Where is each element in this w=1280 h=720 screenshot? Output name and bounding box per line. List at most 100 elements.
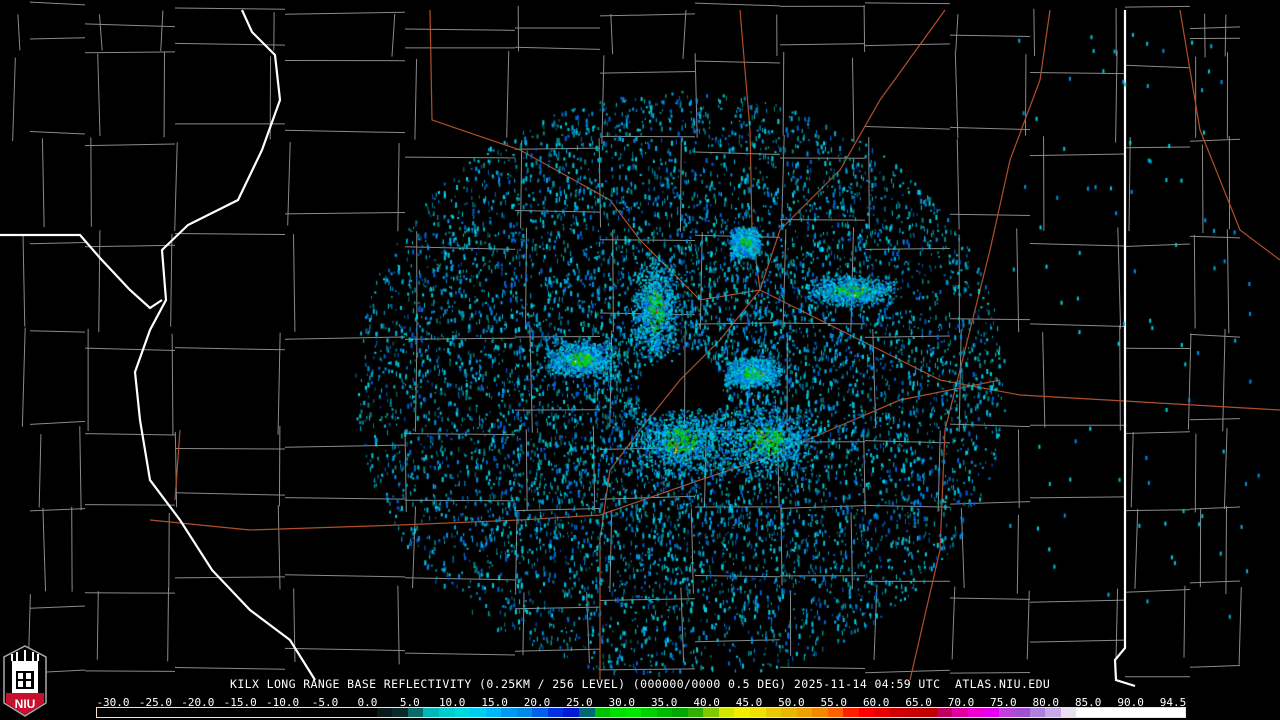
colorbar-swatch [641, 708, 657, 717]
colorbar-tick-label: -30.0 [96, 696, 130, 709]
colorbar-swatch [236, 708, 253, 717]
colorbar-swatch [439, 708, 455, 717]
colorbar-tick-label: 0.0 [357, 696, 378, 709]
colorbar-tick-label: 80.0 [1032, 696, 1060, 709]
colorbar-tick-label: 40.0 [693, 696, 720, 709]
colorbar-swatch [1014, 708, 1030, 717]
colorbar-swatch [268, 708, 284, 717]
colorbar-swatch [283, 708, 300, 717]
colorbar-swatch [454, 708, 471, 717]
colorbar-swatch [749, 708, 766, 717]
colorbar-tick-label: 65.0 [905, 696, 932, 709]
colorbar-tick-label: 15.0 [481, 696, 508, 709]
colorbar-tick-label: 85.0 [1074, 696, 1102, 709]
colorbar-swatch [1029, 708, 1046, 717]
colorbar-swatch [1169, 708, 1186, 717]
colorbar-tick-label: -15.0 [223, 696, 257, 709]
colorbar-swatch [128, 708, 144, 717]
colorbar-swatch [843, 708, 859, 717]
colorbar-swatch [376, 708, 393, 717]
colorbar-swatch [1154, 708, 1170, 717]
niu-logo: NIU [3, 645, 47, 717]
colorbar-swatch [174, 708, 191, 717]
colorbar-tick-label: 55.0 [820, 696, 848, 709]
colorbar-swatch [625, 708, 642, 717]
colorbar-swatch [1138, 708, 1155, 717]
colorbar-swatch [874, 708, 890, 717]
colorbar-tick-label: -25.0 [138, 696, 172, 709]
colorbar-swatch [703, 708, 719, 717]
colorbar-swatch [112, 708, 129, 717]
colorbar-swatch [532, 708, 548, 717]
colorbar-tick-label: 50.0 [778, 696, 805, 709]
colorbar-swatch [796, 708, 813, 717]
colorbar-swatch [1076, 708, 1092, 717]
reflectivity-colorbar [96, 707, 1186, 718]
colorbar-swatch [190, 708, 206, 717]
colorbar-swatch [1060, 708, 1077, 717]
colorbar-swatch [407, 708, 424, 717]
colorbar-swatch [734, 708, 750, 717]
colorbar-swatch [159, 708, 175, 717]
colorbar-swatch [889, 708, 906, 717]
colorbar-swatch [485, 708, 502, 717]
colorbar-tick-label: 90.0 [1117, 696, 1144, 709]
colorbar-swatch [812, 708, 828, 717]
colorbar-swatch [983, 708, 999, 717]
colorbar-swatch [361, 708, 377, 717]
colorbar-swatch [1045, 708, 1061, 717]
colorbar-tick-label: 60.0 [862, 696, 890, 709]
colorbar-tick-label: 35.0 [650, 696, 678, 709]
colorbar-swatch [920, 708, 937, 717]
colorbar-swatch [501, 708, 517, 717]
colorbar-tick-label: 25.0 [566, 696, 593, 709]
colorbar-tick-label: 94.5 [1159, 696, 1187, 709]
colorbar-swatch [610, 708, 626, 717]
colorbar-swatch [858, 708, 875, 717]
colorbar-swatch [656, 708, 673, 717]
colorbar-tick-label: -10.0 [266, 696, 300, 709]
colorbar-labels: -30.0 -25.0 -20.0 -15.0 -10.0 -5.0 0.0 5.0 10.0 1… [0, 696, 1280, 709]
colorbar-swatch [314, 708, 331, 717]
colorbar-swatch [718, 708, 735, 717]
colorbar-tick-label: -20.0 [181, 696, 215, 709]
colorbar-swatch [547, 708, 564, 717]
product-caption: KILX LONG RANGE BASE REFLECTIVITY (0.25K… [230, 677, 1051, 691]
colorbar-swatch [221, 708, 237, 717]
colorbar-swatch [252, 708, 269, 717]
colorbar-swatch [765, 708, 782, 717]
colorbar-tick-label: 45.0 [735, 696, 763, 709]
colorbar-swatch [578, 708, 595, 717]
colorbar-tick-label: 20.0 [523, 696, 551, 709]
colorbar-swatch [470, 708, 486, 717]
colorbar-swatch [1092, 708, 1108, 717]
colorbar-swatch [330, 708, 346, 717]
colorbar-swatch [952, 708, 968, 717]
colorbar-tick-label: 75.0 [990, 696, 1017, 709]
colorbar-swatch [594, 708, 611, 717]
colorbar-swatch [299, 708, 315, 717]
colorbar-swatch [423, 708, 440, 717]
colorbar-tick-label: 70.0 [947, 696, 975, 709]
colorbar-swatch [672, 708, 688, 717]
colorbar-swatch [827, 708, 844, 717]
colorbar-swatch [1107, 708, 1124, 717]
colorbar-swatch [205, 708, 222, 717]
colorbar-swatch [97, 708, 113, 717]
colorbar-tick-label: 30.0 [608, 696, 636, 709]
colorbar-swatch [998, 708, 1015, 717]
colorbar-swatch [905, 708, 921, 717]
colorbar-swatch [1123, 708, 1139, 717]
colorbar-swatch [516, 708, 533, 717]
colorbar-swatch [781, 708, 797, 717]
colorbar-swatch [143, 708, 160, 717]
colorbar-swatch [967, 708, 984, 717]
colorbar-tick-label: 5.0 [399, 696, 420, 709]
colorbar-tick-label: 10.0 [438, 696, 466, 709]
colorbar-swatch [687, 708, 704, 717]
colorbar-swatch [345, 708, 362, 717]
colorbar-tick-label: -5.0 [311, 696, 339, 709]
colorbar-swatch [392, 708, 408, 717]
